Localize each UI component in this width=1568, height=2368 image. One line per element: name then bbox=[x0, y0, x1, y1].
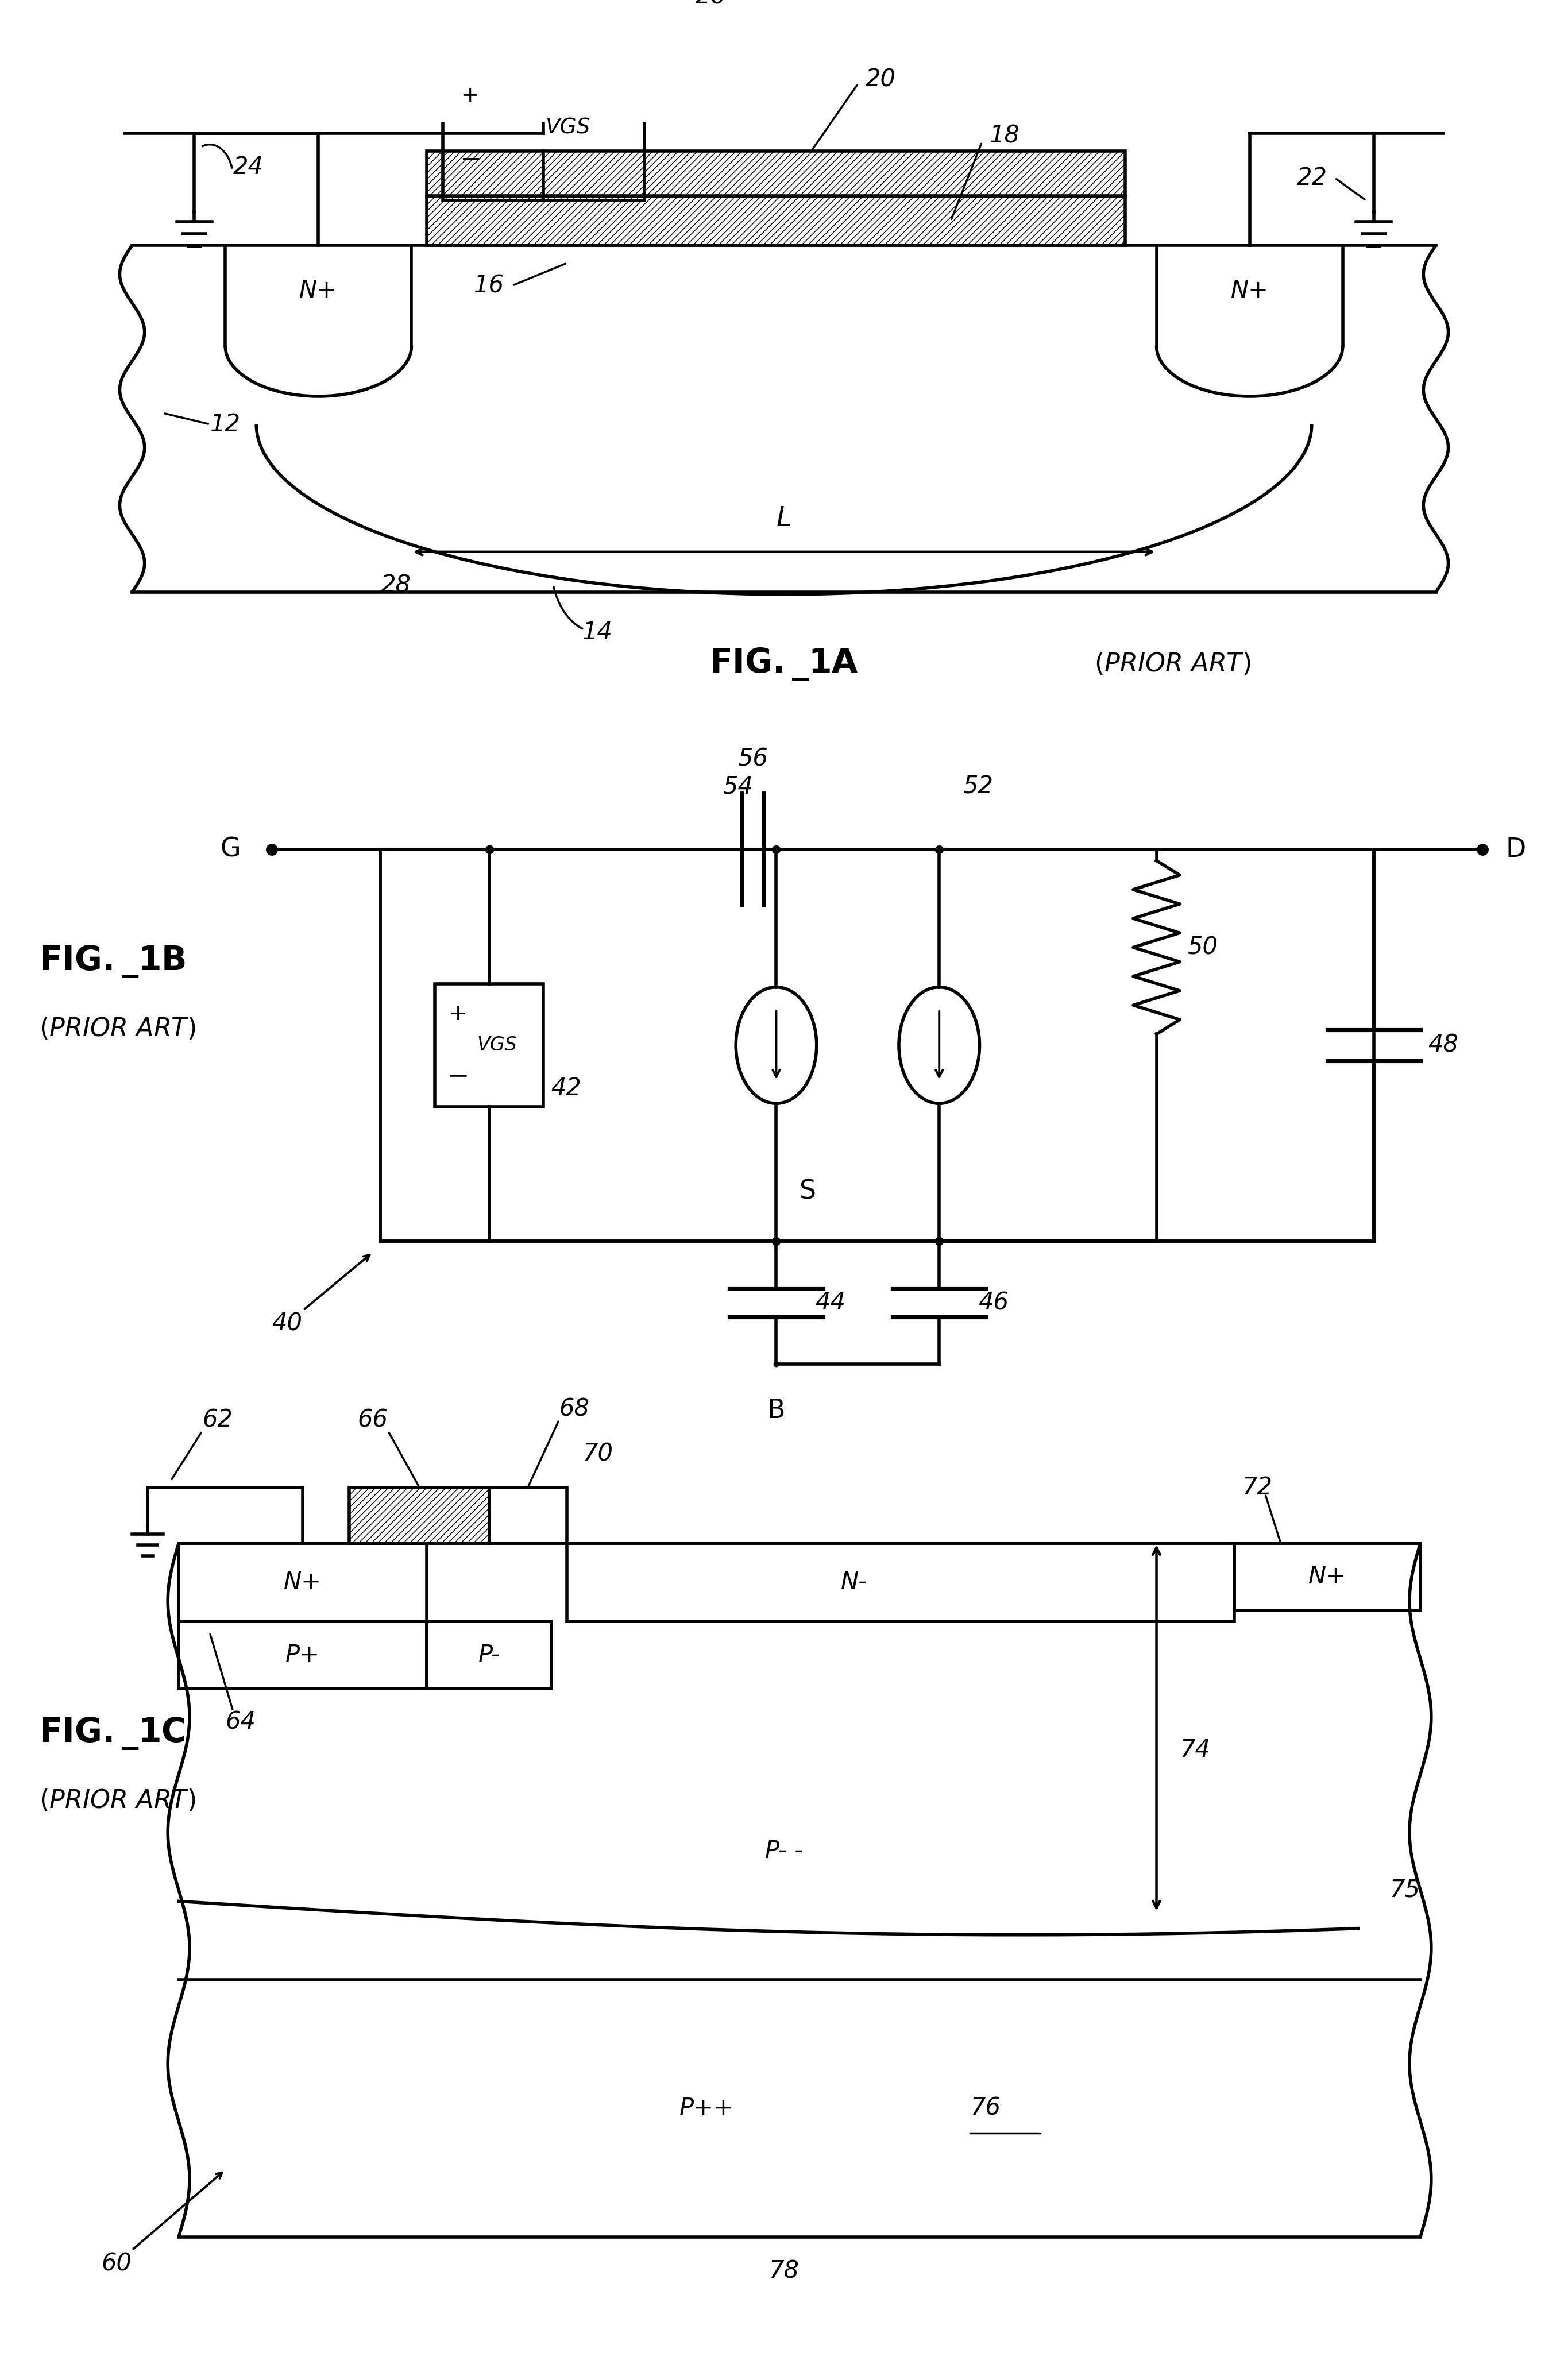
Bar bbox=[426, 197, 1126, 246]
Text: 66: 66 bbox=[358, 1409, 387, 1433]
Text: N+: N+ bbox=[284, 1570, 321, 1594]
Text: 26: 26 bbox=[696, 0, 726, 9]
Text: 56: 56 bbox=[737, 746, 768, 772]
Text: 52: 52 bbox=[963, 774, 993, 798]
Text: B: B bbox=[767, 1397, 786, 1423]
Text: 14: 14 bbox=[583, 620, 613, 644]
Text: 75: 75 bbox=[1389, 1878, 1419, 1902]
Text: 24: 24 bbox=[234, 154, 263, 180]
Text: P++: P++ bbox=[679, 2096, 734, 2119]
Text: 42: 42 bbox=[552, 1077, 582, 1101]
Text: 76: 76 bbox=[971, 2096, 1000, 2119]
Text: 44: 44 bbox=[815, 1291, 845, 1314]
Text: $(PRIOR\ ART)$: $(PRIOR\ ART)$ bbox=[1094, 651, 1251, 677]
Bar bbox=[350, 1487, 489, 1544]
Bar bbox=[179, 1622, 426, 1688]
Bar bbox=[434, 983, 544, 1106]
Text: N-: N- bbox=[840, 1570, 867, 1594]
Text: −: − bbox=[459, 147, 481, 173]
Text: N+: N+ bbox=[1231, 279, 1269, 303]
Text: P- -: P- - bbox=[765, 1840, 803, 1864]
Text: 50: 50 bbox=[1187, 935, 1218, 959]
Text: $\mathbf{FIG.\_1B}$: $\mathbf{FIG.\_1B}$ bbox=[39, 942, 185, 978]
Text: 46: 46 bbox=[978, 1291, 1008, 1314]
Bar bbox=[179, 1544, 426, 1622]
Text: 18: 18 bbox=[989, 123, 1021, 147]
Text: 20: 20 bbox=[866, 69, 895, 92]
Text: 54: 54 bbox=[723, 774, 753, 798]
Text: VGS: VGS bbox=[546, 118, 590, 137]
Text: 64: 64 bbox=[226, 1710, 256, 1733]
Text: $\mathbf{FIG.\_1A}$: $\mathbf{FIG.\_1A}$ bbox=[709, 646, 859, 682]
Text: $(PRIOR\ ART)$: $(PRIOR\ ART)$ bbox=[39, 1016, 196, 1042]
Text: G: G bbox=[221, 836, 241, 862]
Bar bbox=[426, 152, 1126, 197]
Text: $(PRIOR\ ART)$: $(PRIOR\ ART)$ bbox=[39, 1788, 196, 1814]
Bar bbox=[566, 1544, 1234, 1622]
Text: 48: 48 bbox=[1428, 1032, 1458, 1058]
Text: S: S bbox=[800, 1179, 817, 1205]
Text: 40: 40 bbox=[271, 1255, 370, 1336]
Bar bbox=[381, 850, 1374, 1241]
Text: +: + bbox=[461, 85, 480, 107]
Text: 60: 60 bbox=[100, 2171, 223, 2276]
Text: D: D bbox=[1505, 836, 1526, 862]
Text: 78: 78 bbox=[768, 2259, 800, 2283]
Text: 74: 74 bbox=[1179, 1738, 1210, 1762]
Text: VGS: VGS bbox=[477, 1035, 517, 1054]
Text: 28: 28 bbox=[381, 573, 411, 597]
Text: P+: P+ bbox=[285, 1643, 320, 1667]
Text: $\mathbf{FIG.\_1C}$: $\mathbf{FIG.\_1C}$ bbox=[39, 1714, 185, 1752]
Text: −: − bbox=[447, 1063, 469, 1089]
Text: 22: 22 bbox=[1297, 166, 1327, 189]
Bar bbox=[1234, 1544, 1421, 1610]
Text: 16: 16 bbox=[474, 272, 505, 298]
Text: N+: N+ bbox=[299, 279, 337, 303]
Text: 62: 62 bbox=[202, 1409, 232, 1433]
Text: 72: 72 bbox=[1242, 1475, 1272, 1499]
Bar bbox=[442, 54, 644, 201]
Text: 68: 68 bbox=[560, 1397, 590, 1421]
Text: L: L bbox=[776, 504, 792, 533]
Text: 12: 12 bbox=[210, 412, 240, 436]
Bar bbox=[426, 1622, 552, 1688]
Text: N+: N+ bbox=[1308, 1565, 1347, 1589]
Text: +: + bbox=[448, 1004, 467, 1025]
Text: P-: P- bbox=[478, 1643, 500, 1667]
Bar bbox=[489, 1487, 566, 1544]
Text: 70: 70 bbox=[582, 1442, 613, 1466]
